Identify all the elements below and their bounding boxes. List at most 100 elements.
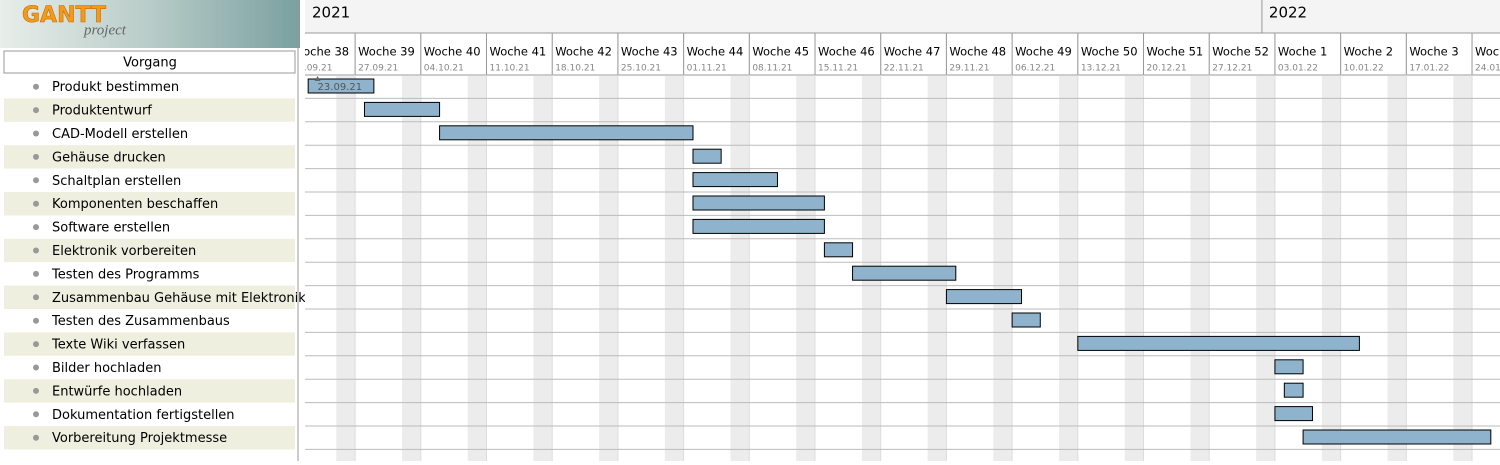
week-label: Woche 45 <box>752 45 809 59</box>
task-bar <box>1077 335 1360 351</box>
task-name: Testen des Zusammenbaus <box>51 314 230 329</box>
task-name: Vorbereitung Projektmesse <box>52 431 227 446</box>
week-date: 11.10.21 <box>490 64 530 74</box>
weekend-stripe <box>1190 76 1210 461</box>
task-name: CAD-Modell erstellen <box>52 127 188 142</box>
row-bg <box>4 98 295 122</box>
task-list: Produkt bestimmen Produktentwurf CAD-Model… <box>4 80 306 450</box>
task-bar <box>692 148 722 164</box>
row-bullet <box>33 107 39 114</box>
week-date: 25.10.21 <box>621 64 661 74</box>
week-date: 22.11.21 <box>884 64 924 74</box>
weekend-stripe <box>730 76 750 461</box>
task-bar <box>823 242 854 258</box>
row-bullet <box>33 364 39 371</box>
week-label: Woche 49 <box>1015 45 1072 59</box>
weekend-stripe <box>599 76 618 461</box>
week-label: Woche 48 <box>949 45 1006 59</box>
weekend-stripe <box>1321 76 1341 461</box>
week-label: Woche 3 <box>1409 45 1458 59</box>
task-bar <box>692 172 778 188</box>
week-date: 06.12.21 <box>1015 64 1055 74</box>
week-label: Woche 2 <box>1344 45 1393 59</box>
week-date: 27.12.21 <box>1212 64 1252 74</box>
task-bar <box>852 265 957 281</box>
year-label: 2021 <box>312 4 350 22</box>
task-name: Produktentwurf <box>52 104 152 119</box>
week-label: Woche 4 <box>1475 45 1500 59</box>
week-date: 13.12.21 <box>1081 64 1121 74</box>
task-bar <box>439 125 694 141</box>
weekend-stripe <box>993 76 1013 461</box>
week-date: 01.11.21 <box>687 64 727 74</box>
week-date: 17.01.22 <box>1409 64 1449 74</box>
week-date: 20.09.21 <box>292 64 332 74</box>
weekend-stripe <box>664 76 684 461</box>
task-bar <box>1302 429 1492 445</box>
week-date: 18.10.21 <box>555 64 595 74</box>
row-bullet <box>33 270 39 277</box>
row-bullet <box>33 317 39 324</box>
weekend-stripe <box>467 76 487 461</box>
weekend-stripe <box>533 76 553 461</box>
task-bar <box>945 289 1023 305</box>
task-name: Produkt bestimmen <box>52 80 179 95</box>
task-name: Bilder hochladen <box>52 361 162 376</box>
task-bar <box>692 218 825 234</box>
task-name: Texte Wiki verfassen <box>51 338 185 353</box>
weekend-stripe <box>1256 76 1275 461</box>
week-label: Woche 50 <box>1081 45 1138 59</box>
week-label: Woche 51 <box>1147 45 1204 59</box>
annotation: 23.09.21 <box>318 82 363 93</box>
task-name: Software erstellen <box>52 221 170 236</box>
task-bar <box>307 78 375 94</box>
week-label: Woche 42 <box>555 45 612 59</box>
week-label: Woche 43 <box>621 45 678 59</box>
logo-title: GANTT <box>22 3 106 28</box>
weekend-stripe <box>402 76 421 461</box>
row-bullet <box>33 341 39 348</box>
row-bullet <box>33 387 39 394</box>
row-bg <box>4 379 295 403</box>
task-name: Komponenten beschaffen <box>52 197 218 212</box>
year-bar <box>305 0 1500 33</box>
row-bg <box>4 238 295 263</box>
row-bullet <box>33 153 39 160</box>
task-name: Dokumentation fertigstellen <box>52 408 235 423</box>
row-bg <box>4 285 295 309</box>
row-bg <box>4 426 295 450</box>
row-bullet <box>33 130 39 137</box>
task-bar <box>363 101 441 117</box>
week-label: Woche 44 <box>687 45 744 59</box>
logo-area <box>0 0 300 48</box>
week-label: Woche 47 <box>884 45 941 59</box>
week-date: 20.12.21 <box>1147 64 1187 74</box>
annotation-marker <box>314 76 321 81</box>
week-label: Woche 41 <box>490 45 547 59</box>
week-date: 10.01.22 <box>1344 64 1384 74</box>
task-name: Zusammenbau Gehäuse mit Elektronik <box>52 291 306 306</box>
week-label: Woche 40 <box>424 45 481 59</box>
row-bullet <box>33 247 39 254</box>
week-date: 04.10.21 <box>424 64 464 74</box>
task-bar <box>1011 312 1041 328</box>
week-date: 08.11.21 <box>752 64 792 74</box>
task-header: Vorgang <box>123 56 177 71</box>
week-date: 27.09.21 <box>358 64 398 74</box>
week-date: 29.11.21 <box>949 64 989 74</box>
task-bar <box>1274 359 1304 375</box>
task-bar <box>1274 406 1313 422</box>
week-label: Woche 46 <box>818 45 875 59</box>
task-name: Testen des Programms <box>51 267 200 282</box>
row-bullet <box>33 177 39 184</box>
row-bg <box>4 145 295 169</box>
weekend-stripe <box>336 76 356 461</box>
week-date: 03.01.22 <box>1278 64 1318 74</box>
task-bar <box>692 195 825 211</box>
weekend-stripe <box>1124 76 1144 461</box>
task-name: Elektronik vorbereiten <box>52 244 196 259</box>
week-date: 15.11.21 <box>818 64 858 74</box>
